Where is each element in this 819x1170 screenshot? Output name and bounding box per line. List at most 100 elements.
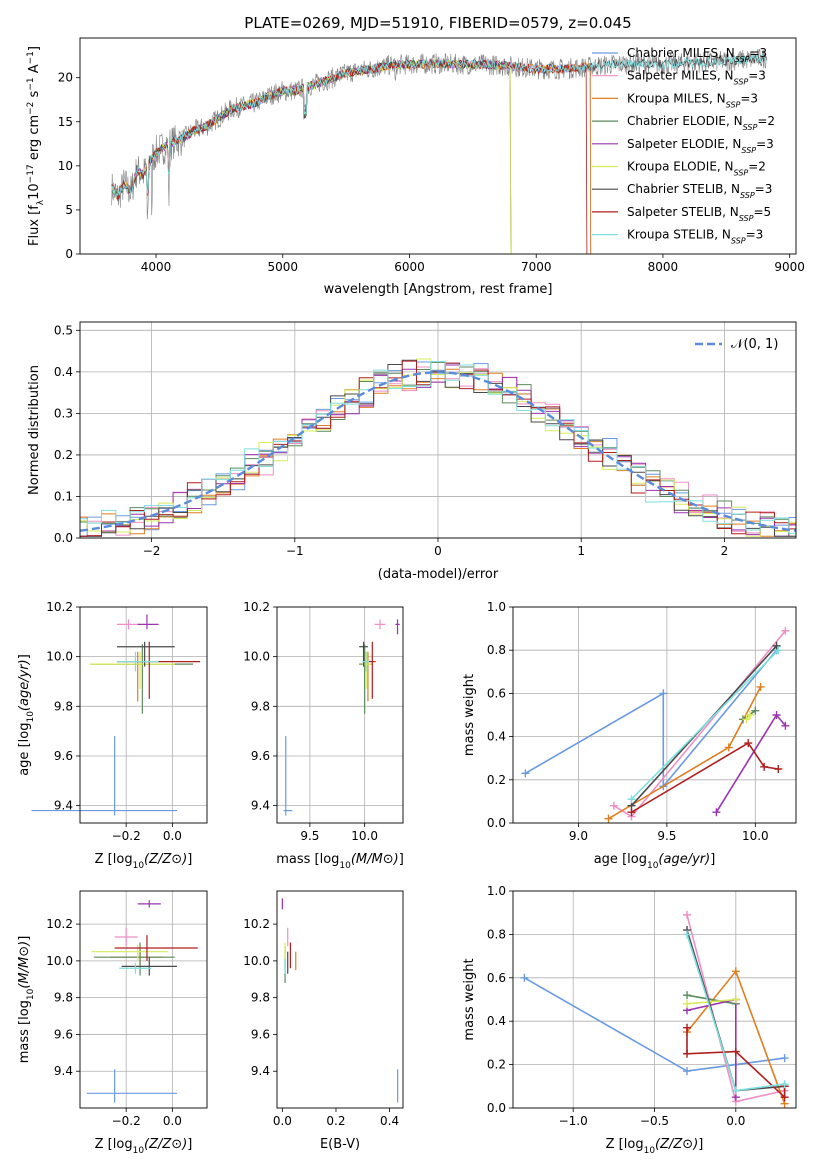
errorbar-point [283,736,293,816]
x-axis-label: E(B-V) [320,1137,360,1152]
weight-line [630,649,779,800]
x-tick-label: 0.4 [380,1114,399,1128]
legend-entry: Chabrier MILES, NSSP=3 [627,46,767,64]
legend-entry: Salpeter ELODIE, NSSP=3 [627,137,774,155]
x-tick-label: 8000 [648,260,679,274]
spectrum-legend: Chabrier MILES, NSSP=3 Salpeter MILES, NS… [592,46,775,245]
y-tick-label: 0.5 [54,323,73,337]
x-tick-label: 9.5 [300,829,319,843]
x-tick-label: 2 [721,544,729,558]
y-tick-label: 9.6 [251,749,270,763]
y-tick-label: 9.4 [54,799,73,813]
weight-marker [683,1067,692,1076]
x-axis-label: age [log10(age/yr)] [594,852,716,871]
weight-series [683,910,789,1106]
weight-marker [627,808,636,817]
x-tick-label: 10.0 [351,829,378,843]
y-tick-label: 0.4 [487,1014,506,1028]
x-axis-label: Z [log10(Z/Z⊙)] [95,852,193,871]
x-tick-label: 0.2 [326,1114,345,1128]
legend-entry: Kroupa MILES, NSSP=3 [627,91,758,109]
weight-marker [751,706,760,715]
errorbar-point [116,619,141,630]
x-tick-label: 0.0 [163,829,182,843]
errorbar-point [121,957,177,976]
weight-marker [604,814,613,823]
model-spectrum-line [111,58,588,254]
weight-marker [712,808,721,817]
x-tick-label: 0.0 [726,1114,745,1128]
y-axis-label: mass weight [462,674,477,756]
y-tick-label: 20 [58,71,73,85]
normal-reference-curve [80,371,796,532]
weight-series [520,973,789,1076]
x-tick-label: 0.0 [163,1114,182,1128]
histogram-steps [80,358,796,537]
y-tick-label: 0.0 [487,816,506,830]
y-tick-label: 9.8 [54,699,73,713]
x-tick-label: 0 [434,544,442,558]
errorbar-point [89,651,175,689]
y-tick-label: 9.6 [251,1027,270,1041]
mass-vs-ebv-panel: 0.0 0.2 0.4 9.4 9.6 9.8 10.0 10.2 E(B-V) [243,890,404,1152]
weight-marker [746,711,755,719]
weight-marker [780,1080,789,1089]
x-tick-label: 10.0 [742,829,769,843]
y-tick-label: 15 [58,115,73,129]
histogram-series [80,361,796,537]
spectrum-lines [111,48,767,254]
y-tick-label: 0.2 [487,773,506,787]
x-axis-label: Z [log10(Z/Z⊙)] [606,1137,704,1156]
age-vs-mass-panel: 9.5 10.0 9.4 9.6 9.8 10.0 10.2 mass [log10(M/M⊙… [243,600,404,871]
y-tick-label: 10.2 [243,600,270,614]
y-tick-label: 9.6 [54,1027,73,1041]
y-tick-label: 0.0 [487,1101,506,1115]
y-tick-label: 9.4 [54,1064,73,1078]
legend-entry: Salpeter STELIB, NSSP=5 [627,205,771,223]
errorbar-point [362,651,370,672]
y-tick-label: 0.8 [487,927,506,941]
weight-marker [760,762,769,771]
x-axis-label: Z [log10(Z/Z⊙)] [95,1137,193,1156]
axes-frame [512,606,797,824]
errorbar-point [137,900,161,908]
residuals-y-label: Normed distribution [27,365,42,495]
observed-spectrum-line [111,48,767,220]
weight-marker [683,999,692,1008]
y-tick-label: 9.8 [54,991,73,1005]
y-tick-label: 9.8 [251,699,270,713]
x-tick-label: −0.2 [112,829,141,843]
y-tick-label: 10.2 [46,600,73,614]
y-tick-label: 9.6 [54,749,73,763]
x-tick-label: 6000 [394,260,425,274]
errorbar-point [114,927,138,947]
y-tick-label: 0.8 [487,643,506,657]
weight-marker [731,995,740,1004]
weight-series [683,995,740,1008]
weight-line [686,998,736,1005]
weight-marker [731,1047,740,1056]
spectrum-x-label: wavelength [Angstrom, rest frame] [324,282,553,297]
y-tick-label: 5 [65,203,73,217]
legend-entry: 𝒩(0, 1) [731,337,778,352]
weight-marker [774,765,783,773]
axes-frame [79,606,208,824]
weight-marker [683,910,692,919]
weight-marker [683,1049,692,1058]
errorbar-point [114,935,198,961]
legend-entry: Chabrier ELODIE, NSSP=2 [627,114,775,132]
x-tick-label: 9.0 [569,829,588,843]
axes-frame [79,37,797,255]
weight-series [627,646,783,804]
y-tick-label: 10.0 [243,650,270,664]
weight-marker [781,626,790,635]
y-tick-label: 10.2 [243,917,270,931]
weight-marker [609,801,618,810]
weight-marker [772,711,781,719]
x-tick-label: 0.0 [273,1114,292,1128]
weight-marker [731,967,740,976]
weight-series [627,739,783,817]
x-tick-label: −1 [286,544,304,558]
y-tick-label: 0.4 [487,730,506,744]
